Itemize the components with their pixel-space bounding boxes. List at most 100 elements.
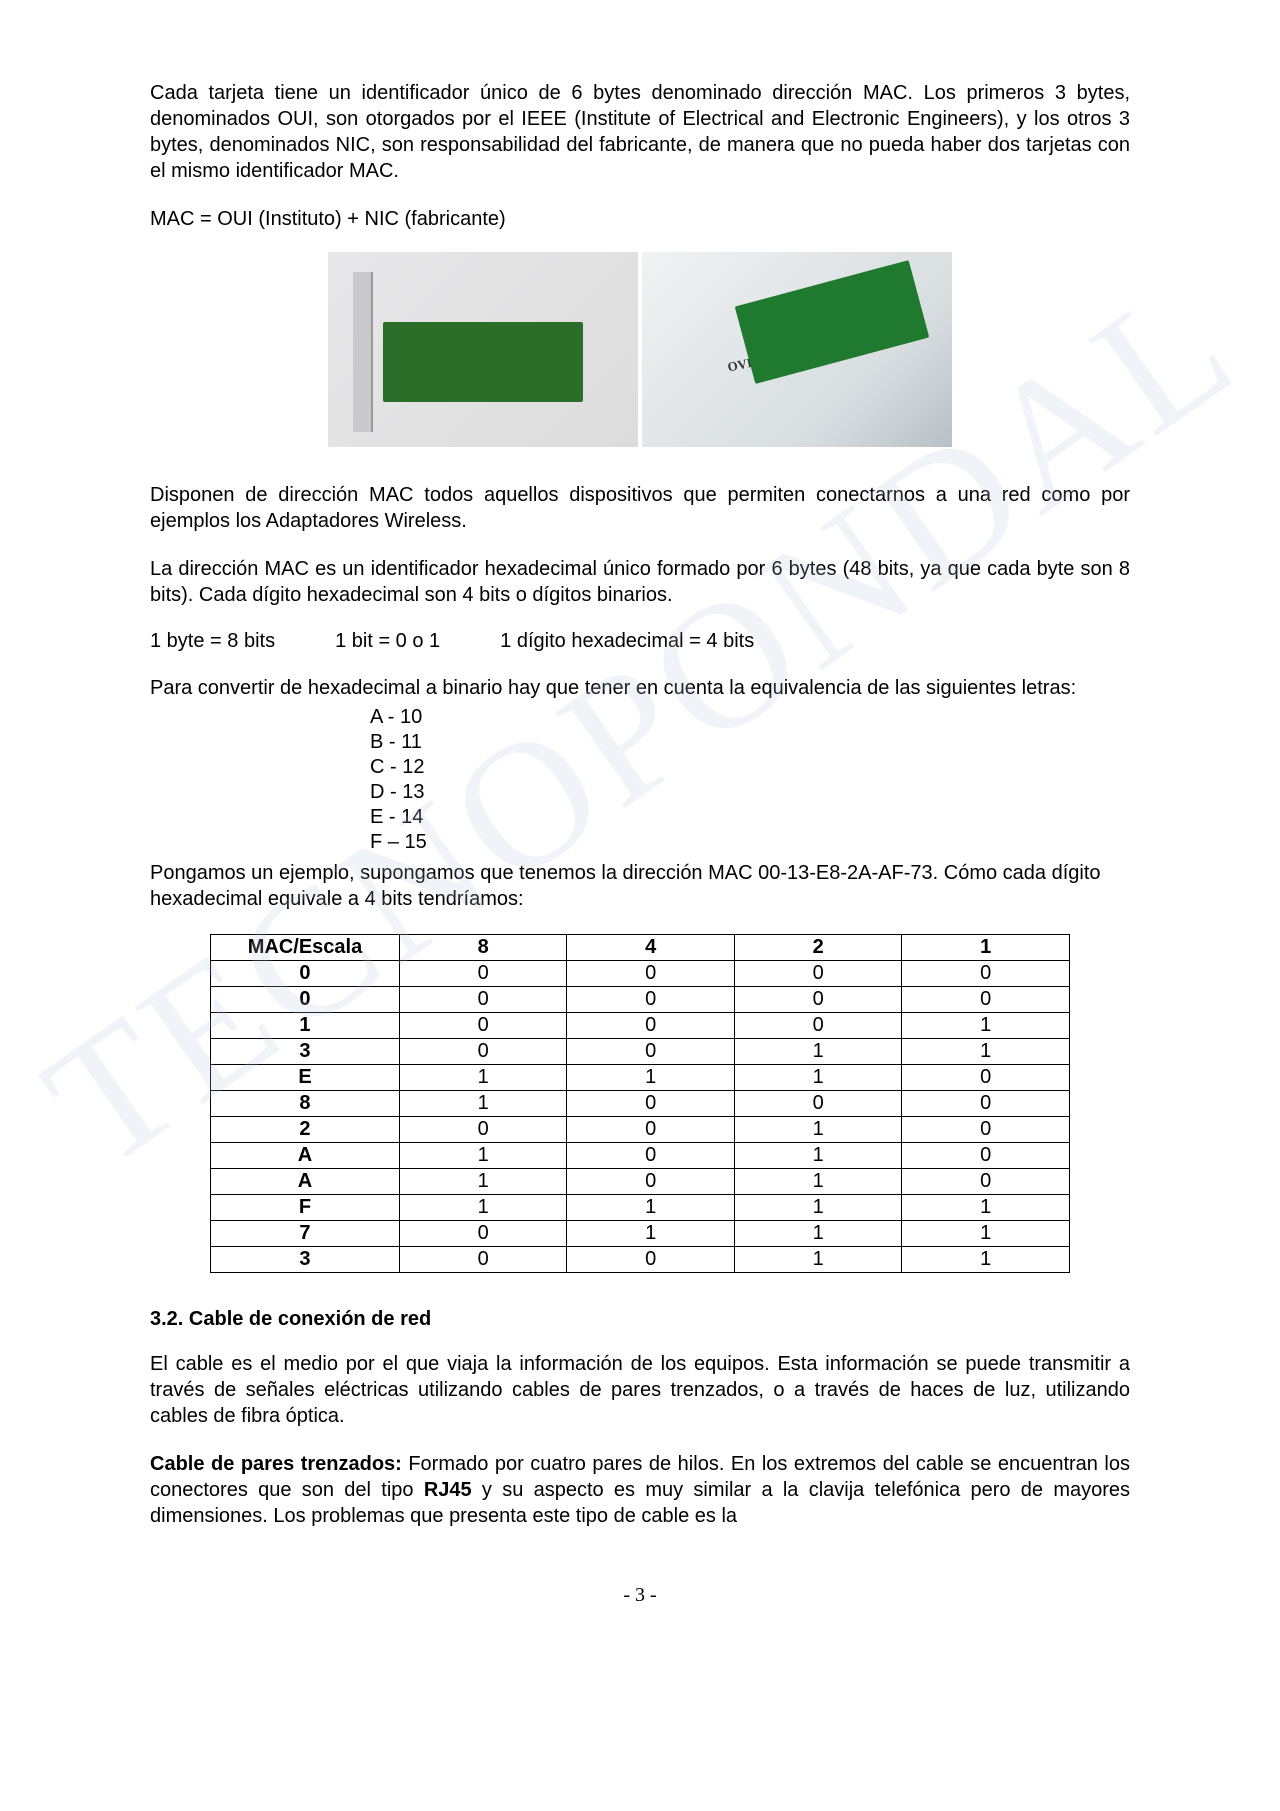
table-cell: 1 [399, 1091, 567, 1117]
bit-values: 1 bit = 0 o 1 [335, 630, 440, 653]
table-header: 1 [902, 935, 1070, 961]
table-cell: 1 [902, 1221, 1070, 1247]
table-cell: 0 [567, 1117, 735, 1143]
paragraph-example-intro: Pongamos un ejemplo, supongamos que tene… [150, 860, 1130, 912]
table-cell: 1 [399, 1143, 567, 1169]
document-page: TECNOPONDAL Cada tarjeta tiene un identi… [0, 0, 1280, 1811]
mac-binary-table: MAC/Escala 8 4 2 1 00000000001000130011E… [210, 934, 1070, 1273]
table-cell: 1 [734, 1065, 902, 1091]
mac-formula-line: MAC = OUI (Instituto) + NIC (fabricante) [150, 206, 1130, 232]
table-cell: 0 [399, 1221, 567, 1247]
table-cell: 1 [734, 1117, 902, 1143]
table-cell: F [211, 1195, 400, 1221]
table-row: 00000 [211, 987, 1070, 1013]
nic-brand-label: OVISLINK® [726, 344, 802, 375]
table-cell: A [211, 1169, 400, 1195]
table-cell: 0 [902, 961, 1070, 987]
table-cell: 0 [567, 1247, 735, 1273]
table-cell: 0 [902, 1169, 1070, 1195]
table-cell: 1 [734, 1039, 902, 1065]
table-cell: 0 [567, 1013, 735, 1039]
twisted-pair-label: Cable de pares trenzados: [150, 1453, 402, 1475]
paragraph-intro-mac: Cada tarjeta tiene un identificador únic… [150, 80, 1130, 184]
table-row: 81000 [211, 1091, 1070, 1117]
table-cell: 0 [567, 1169, 735, 1195]
paragraph-hex-conversion: Para convertir de hexadecimal a binario … [150, 675, 1130, 701]
table-row: 20010 [211, 1117, 1070, 1143]
bits-equivalence-row: 1 byte = 8 bits 1 bit = 0 o 1 1 dígito h… [150, 630, 1130, 653]
table-cell: 1 [399, 1195, 567, 1221]
table-cell: 1 [734, 1143, 902, 1169]
table-row: 00000 [211, 961, 1070, 987]
nic-card-image-back: OVISLINK® [642, 252, 952, 447]
table-row: E1110 [211, 1065, 1070, 1091]
hex-item: E - 14 [370, 805, 1130, 830]
table-cell: 0 [567, 1091, 735, 1117]
table-header: MAC/Escala [211, 935, 400, 961]
table-cell: 0 [902, 1091, 1070, 1117]
table-cell: 0 [399, 961, 567, 987]
table-cell: 0 [211, 961, 400, 987]
rj45-label: RJ45 [424, 1479, 472, 1501]
table-cell: 0 [734, 1091, 902, 1117]
table-header-row: MAC/Escala 8 4 2 1 [211, 935, 1070, 961]
table-cell: 0 [902, 1065, 1070, 1091]
table-cell: 0 [734, 1013, 902, 1039]
table-cell: A [211, 1143, 400, 1169]
paragraph-cable-intro: El cable es el medio por el que viaja la… [150, 1351, 1130, 1429]
table-cell: 0 [734, 961, 902, 987]
table-cell: 0 [567, 987, 735, 1013]
table-header: 2 [734, 935, 902, 961]
table-row: A1010 [211, 1143, 1070, 1169]
table-cell: 8 [211, 1091, 400, 1117]
table-cell: 1 [734, 1247, 902, 1273]
table-cell: 0 [902, 1117, 1070, 1143]
hex-item: B - 11 [370, 730, 1130, 755]
table-cell: 1 [567, 1221, 735, 1247]
table-cell: 1 [399, 1169, 567, 1195]
table-cell: 1 [734, 1221, 902, 1247]
table-cell: 0 [399, 987, 567, 1013]
table-cell: 1 [567, 1065, 735, 1091]
table-row: 10001 [211, 1013, 1070, 1039]
table-cell: 0 [567, 1039, 735, 1065]
paragraph-mac-devices: Disponen de dirección MAC todos aquellos… [150, 482, 1130, 534]
table-row: 30011 [211, 1039, 1070, 1065]
table-cell: 0 [211, 987, 400, 1013]
table-cell: 3 [211, 1039, 400, 1065]
hex-letter-list: A - 10 B - 11 C - 12 D - 13 E - 14 F – 1… [370, 705, 1130, 855]
byte-bits: 1 byte = 8 bits [150, 630, 275, 653]
nic-images-row: OVISLINK® [150, 252, 1130, 447]
table-header: 4 [567, 935, 735, 961]
table-cell: 0 [902, 1143, 1070, 1169]
table-cell: 1 [211, 1013, 400, 1039]
table-cell: 0 [399, 1039, 567, 1065]
table-row: A1010 [211, 1169, 1070, 1195]
table-cell: 0 [399, 1117, 567, 1143]
section-title-3-2: 3.2. Cable de conexión de red [150, 1308, 1130, 1331]
table-cell: 0 [902, 987, 1070, 1013]
paragraph-mac-hex: La dirección MAC es un identificador hex… [150, 556, 1130, 608]
table-row: 70111 [211, 1221, 1070, 1247]
paragraph-twisted-pair: Cable de pares trenzados: Formado por cu… [150, 1451, 1130, 1529]
table-cell: 1 [399, 1065, 567, 1091]
table-cell: 2 [211, 1117, 400, 1143]
table-cell: 1 [902, 1247, 1070, 1273]
table-cell: 1 [902, 1195, 1070, 1221]
table-cell: 0 [734, 987, 902, 1013]
hex-item: F – 15 [370, 830, 1130, 855]
table-cell: 0 [567, 961, 735, 987]
hex-item: D - 13 [370, 780, 1130, 805]
page-number: - 3 - [150, 1584, 1130, 1607]
table-cell: 1 [734, 1195, 902, 1221]
table-row: 30011 [211, 1247, 1070, 1273]
table-cell: 1 [734, 1169, 902, 1195]
table-row: F1111 [211, 1195, 1070, 1221]
hexdigit-bits: 1 dígito hexadecimal = 4 bits [500, 630, 754, 653]
table-cell: 1 [567, 1195, 735, 1221]
table-header: 8 [399, 935, 567, 961]
table-cell: 1 [902, 1039, 1070, 1065]
nic-card-image-front [328, 252, 638, 447]
hex-item: A - 10 [370, 705, 1130, 730]
table-cell: 3 [211, 1247, 400, 1273]
